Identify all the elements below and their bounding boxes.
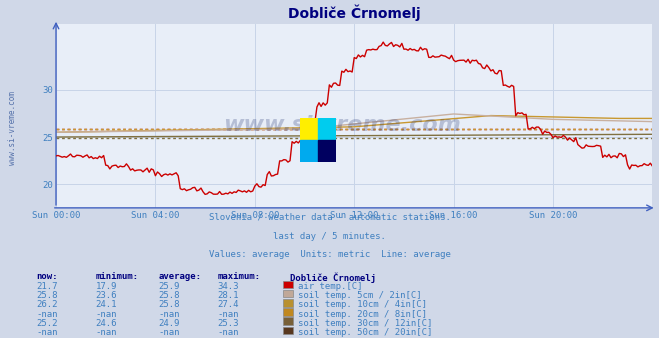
Text: -nan: -nan <box>96 328 117 337</box>
Text: soil temp. 50cm / 20in[C]: soil temp. 50cm / 20in[C] <box>298 328 432 337</box>
Text: -nan: -nan <box>158 328 180 337</box>
Bar <box>300 140 318 162</box>
Text: 25.8: 25.8 <box>158 291 180 300</box>
Bar <box>318 140 336 162</box>
Text: www.si-vreme.com: www.si-vreme.com <box>223 115 461 135</box>
Text: Dobliče Črnomelj: Dobliče Črnomelj <box>290 272 376 283</box>
Bar <box>318 118 336 140</box>
Text: air temp.[C]: air temp.[C] <box>298 282 362 291</box>
Text: Slovenia / weather data - automatic stations.: Slovenia / weather data - automatic stat… <box>208 213 451 222</box>
Text: last day / 5 minutes.: last day / 5 minutes. <box>273 232 386 241</box>
Text: -nan: -nan <box>36 328 58 337</box>
Text: 24.9: 24.9 <box>158 319 180 328</box>
Title: Dobliče Črnomelj: Dobliče Črnomelj <box>288 5 420 21</box>
Text: 25.3: 25.3 <box>217 319 239 328</box>
Text: www.si-vreme.com: www.si-vreme.com <box>8 92 17 165</box>
Text: 24.6: 24.6 <box>96 319 117 328</box>
Text: 17.9: 17.9 <box>96 282 117 291</box>
Bar <box>300 118 318 140</box>
Text: 25.8: 25.8 <box>158 300 180 310</box>
Text: -nan: -nan <box>36 310 58 319</box>
Text: maximum:: maximum: <box>217 272 260 281</box>
Text: 23.6: 23.6 <box>96 291 117 300</box>
Text: 25.8: 25.8 <box>36 291 58 300</box>
Text: 25.2: 25.2 <box>36 319 58 328</box>
Text: 25.9: 25.9 <box>158 282 180 291</box>
Text: now:: now: <box>36 272 58 281</box>
Text: soil temp. 30cm / 12in[C]: soil temp. 30cm / 12in[C] <box>298 319 432 328</box>
Text: 24.1: 24.1 <box>96 300 117 310</box>
Text: -nan: -nan <box>217 310 239 319</box>
Text: 21.7: 21.7 <box>36 282 58 291</box>
Text: soil temp. 20cm / 8in[C]: soil temp. 20cm / 8in[C] <box>298 310 427 319</box>
Text: 27.4: 27.4 <box>217 300 239 310</box>
Text: Values: average  Units: metric  Line: average: Values: average Units: metric Line: aver… <box>208 250 451 259</box>
Text: 34.3: 34.3 <box>217 282 239 291</box>
Text: -nan: -nan <box>217 328 239 337</box>
Text: -nan: -nan <box>158 310 180 319</box>
Text: soil temp. 5cm / 2in[C]: soil temp. 5cm / 2in[C] <box>298 291 422 300</box>
Text: average:: average: <box>158 272 201 281</box>
Text: -nan: -nan <box>96 310 117 319</box>
Text: minimum:: minimum: <box>96 272 138 281</box>
Text: soil temp. 10cm / 4in[C]: soil temp. 10cm / 4in[C] <box>298 300 427 310</box>
Text: 28.1: 28.1 <box>217 291 239 300</box>
Text: 26.2: 26.2 <box>36 300 58 310</box>
